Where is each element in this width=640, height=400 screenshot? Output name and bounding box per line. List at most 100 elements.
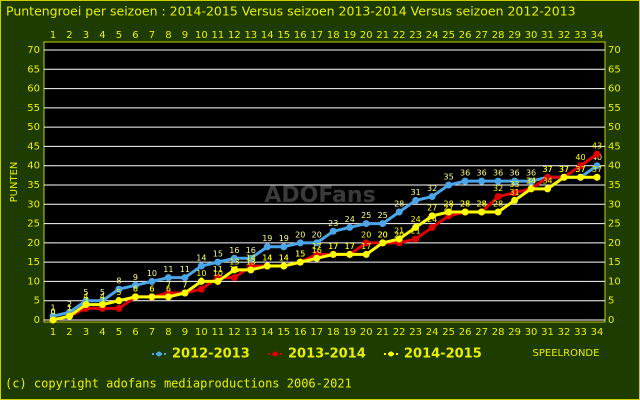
y-tick-label: 65 — [27, 64, 40, 75]
point — [428, 193, 436, 201]
x-tick-label: 20 — [360, 327, 373, 338]
data-label: 7 — [166, 281, 171, 290]
x-tick-label: 27 — [475, 327, 488, 338]
data-label: 24 — [411, 215, 421, 224]
x-tick-label: 8 — [165, 327, 171, 338]
data-label: 11 — [163, 265, 173, 274]
point — [329, 250, 337, 258]
y-tick-label: 70 — [27, 45, 40, 56]
x-top-tick-label: 19 — [343, 30, 356, 41]
data-label: 25 — [378, 211, 388, 220]
y-tick-label: 0 — [34, 315, 40, 326]
point — [65, 312, 73, 320]
point — [461, 177, 469, 185]
data-label: 36 — [493, 169, 503, 178]
data-label: 24 — [427, 215, 437, 224]
y-tick-label: 45 — [27, 141, 40, 152]
x-axis-label: SPEELRONDE — [533, 348, 600, 359]
x-tick-label: 26 — [459, 327, 472, 338]
data-label: 20 — [394, 230, 404, 239]
x-top-tick-label: 32 — [558, 30, 571, 41]
point — [511, 189, 519, 197]
point — [362, 239, 370, 247]
point — [313, 254, 321, 262]
y2-tick-label: 50 — [608, 122, 621, 133]
y2-tick-label: 20 — [608, 238, 621, 249]
point — [214, 258, 222, 266]
point — [98, 301, 106, 309]
x-tick-label: 11 — [211, 327, 224, 338]
data-label: 17 — [345, 242, 355, 251]
data-label: 37 — [559, 165, 569, 174]
point — [560, 173, 568, 181]
data-label: 34 — [526, 176, 536, 185]
data-label: 1 — [67, 304, 72, 313]
x-top-tick-label: 15 — [277, 30, 290, 41]
x-top-tick-label: 14 — [261, 30, 274, 41]
x-top-tick-label: 26 — [459, 30, 472, 41]
data-label: 25 — [361, 211, 371, 220]
data-label: 37 — [542, 165, 552, 174]
point — [49, 316, 57, 324]
x-tick-label: 1 — [50, 327, 56, 338]
x-top-tick-label: 25 — [442, 30, 455, 41]
y2-tick-label: 40 — [608, 161, 621, 172]
data-label: 37 — [592, 165, 602, 174]
data-label: 0 — [50, 308, 55, 317]
data-label: 14 — [246, 254, 256, 263]
x-tick-label: 32 — [558, 327, 571, 338]
data-label: 6 — [166, 284, 171, 293]
point — [164, 274, 172, 282]
data-label: 43 — [592, 142, 602, 151]
data-label: 15 — [213, 250, 223, 259]
legend-label: 2014-2015 — [404, 347, 482, 362]
data-label: 27 — [444, 203, 454, 212]
x-tick-label: 5 — [116, 327, 122, 338]
data-label: 20 — [361, 230, 371, 239]
x-top-tick-label: 16 — [294, 30, 307, 41]
point — [280, 243, 288, 251]
point — [181, 274, 189, 282]
data-label: 16 — [229, 246, 239, 255]
y-tick-label: 50 — [27, 122, 40, 133]
x-top-tick-label: 28 — [492, 30, 505, 41]
point — [148, 293, 156, 301]
x-tick-label: 28 — [492, 327, 505, 338]
data-label: 37 — [559, 165, 569, 174]
point — [230, 274, 238, 282]
point — [527, 185, 535, 193]
x-top-tick-label: 22 — [393, 30, 406, 41]
data-label: 2 — [67, 300, 72, 309]
x-top-tick-label: 9 — [182, 30, 188, 41]
data-label: 19 — [279, 234, 289, 243]
x-top-tick-label: 18 — [327, 30, 340, 41]
y2-tick-label: 0 — [608, 315, 614, 326]
data-label: 28 — [477, 200, 487, 209]
footer: (c) copyright adofans mediaproductions 2… — [5, 377, 352, 391]
data-label: 6 — [149, 284, 154, 293]
x-top-tick-label: 17 — [310, 30, 323, 41]
y-tick-label: 25 — [27, 219, 40, 230]
x-tick-label: 2 — [66, 327, 72, 338]
data-label: 28 — [444, 200, 454, 209]
data-label: 28 — [460, 200, 470, 209]
x-top-tick-label: 5 — [116, 30, 122, 41]
y2-tick-label: 15 — [608, 257, 621, 268]
point — [82, 301, 90, 309]
x-top-tick-label: 3 — [83, 30, 89, 41]
data-label: 6 — [149, 284, 154, 293]
data-label: 6 — [133, 284, 138, 293]
data-label: 40 — [575, 153, 585, 162]
data-label: 21 — [394, 227, 404, 236]
y2-tick-label: 55 — [608, 103, 621, 114]
data-label: 14 — [279, 254, 289, 263]
point — [263, 262, 271, 270]
data-label: 4 — [83, 292, 88, 301]
data-label: 17 — [361, 242, 371, 251]
data-label: 27 — [427, 203, 437, 212]
data-label: 36 — [509, 169, 519, 178]
data-label: 1 — [67, 304, 72, 313]
y2-tick-label: 25 — [608, 219, 621, 230]
data-label: 8 — [116, 277, 121, 286]
data-label: 3 — [100, 296, 105, 305]
